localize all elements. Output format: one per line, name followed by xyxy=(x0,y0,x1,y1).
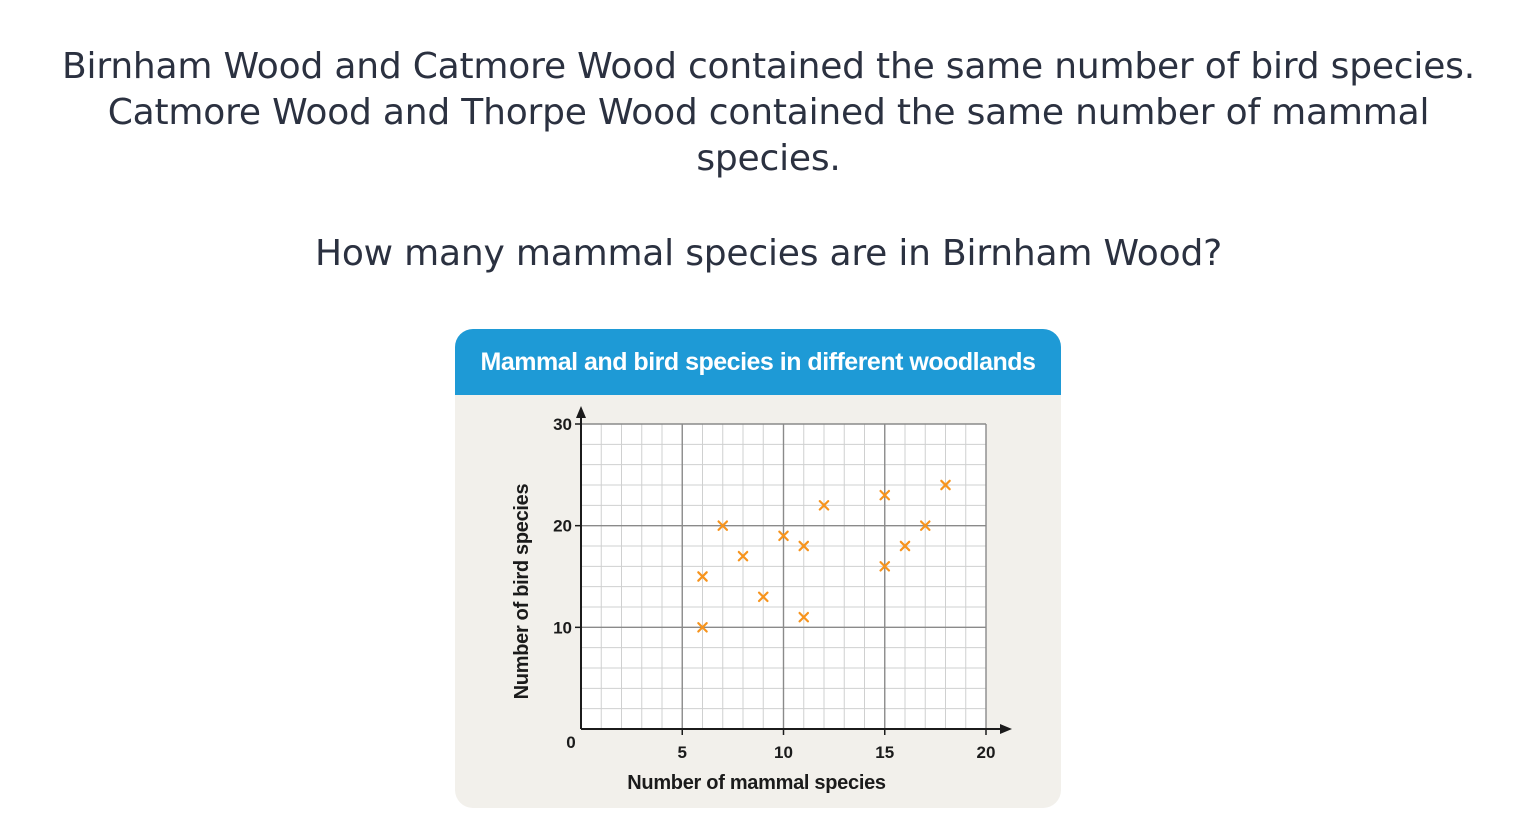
data-point-marker xyxy=(757,591,769,603)
y-axis-arrow xyxy=(576,406,586,418)
scatter-plot: 0 5 10 15 20 10 20 30 Number of mammal species Nu… xyxy=(511,406,1012,794)
chart-title: Mammal and bird species in different woo… xyxy=(455,329,1061,395)
data-point-marker xyxy=(717,520,729,531)
data-point-marker xyxy=(899,540,911,552)
question-prompt-text: How many mammal species are in Birnham W… xyxy=(314,233,1223,274)
y-tick-label: 30 xyxy=(553,415,572,434)
y-tick-label: 10 xyxy=(553,618,572,637)
x-tick-label: 0 xyxy=(566,733,575,752)
question-line-2: Catmore Wood and Thorpe Wood contained t… xyxy=(107,92,1430,133)
data-point-marker xyxy=(940,479,951,491)
x-tick-label: 5 xyxy=(678,743,687,762)
x-tick-label: 20 xyxy=(977,743,996,762)
y-tick-label: 20 xyxy=(553,517,572,536)
chart-card: Mammal and bird species in different woo… xyxy=(455,329,1061,808)
question-prompt: How many mammal species are in Birnham W… xyxy=(0,231,1537,277)
data-point-marker xyxy=(818,500,830,511)
data-point-marker xyxy=(919,520,931,531)
data-point-marker xyxy=(879,561,891,572)
question-line-3: species. xyxy=(696,138,841,179)
data-point-marker xyxy=(697,571,708,582)
question-line-1: Birnham Wood and Catmore Wood contained … xyxy=(62,46,1475,87)
question-text: Birnham Wood and Catmore Wood contained … xyxy=(0,44,1537,182)
x-axis-arrow xyxy=(1000,724,1012,734)
y-axis-title: Number of bird species xyxy=(511,483,533,699)
data-point-marker xyxy=(697,622,708,633)
data-point-marker xyxy=(798,611,810,623)
data-point-marker xyxy=(879,489,891,501)
x-axis-title: Number of mammal species xyxy=(627,772,886,794)
data-point-marker xyxy=(737,550,749,562)
data-point-marker xyxy=(798,540,810,552)
x-tick-label: 15 xyxy=(875,743,894,762)
x-tick-label: 10 xyxy=(774,743,793,762)
data-point-marker xyxy=(778,530,789,542)
